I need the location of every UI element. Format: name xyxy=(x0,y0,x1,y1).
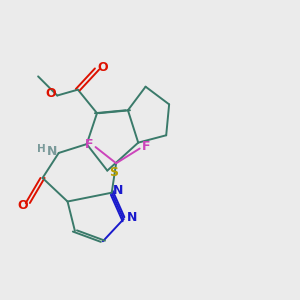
Text: N: N xyxy=(113,184,123,197)
Text: F: F xyxy=(85,138,93,151)
Text: O: O xyxy=(46,87,56,100)
Text: H: H xyxy=(37,144,45,154)
Text: O: O xyxy=(17,200,28,212)
Text: N: N xyxy=(47,145,57,158)
Text: N: N xyxy=(127,211,137,224)
Text: S: S xyxy=(109,167,118,179)
Text: O: O xyxy=(97,61,108,74)
Text: F: F xyxy=(142,140,150,153)
